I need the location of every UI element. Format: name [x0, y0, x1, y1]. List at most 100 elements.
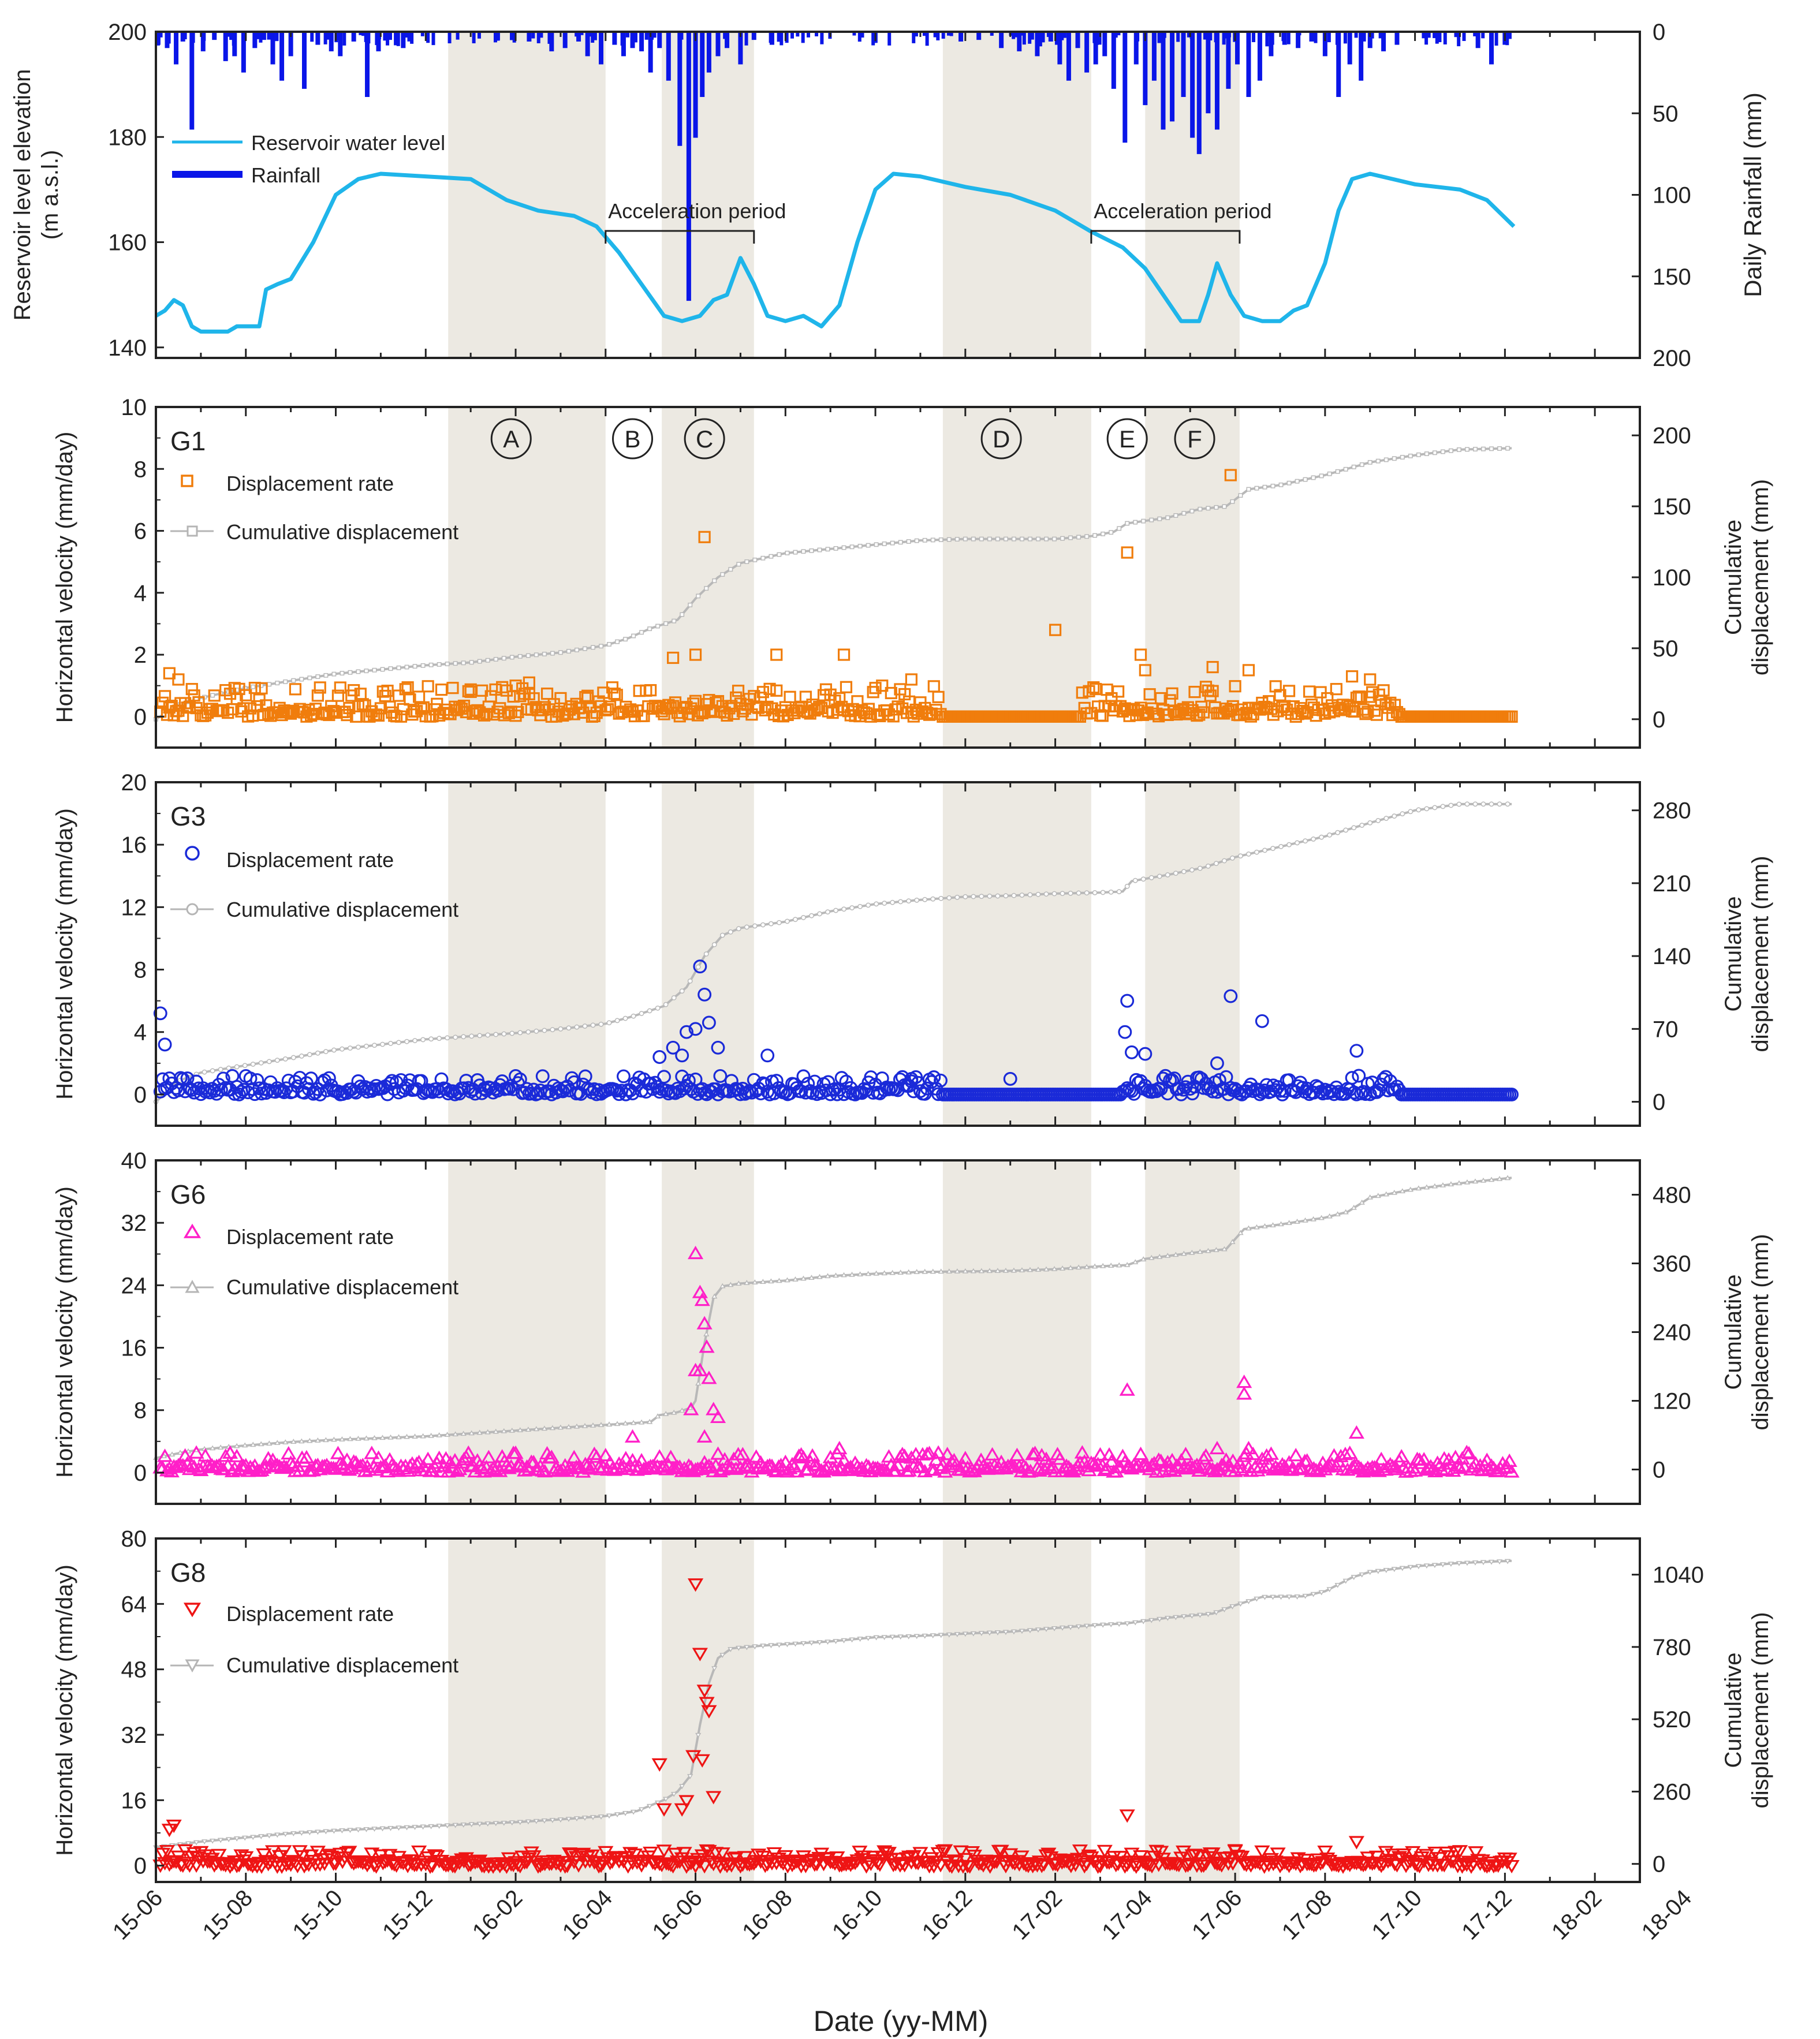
rainfall-bar [1443, 32, 1447, 44]
rainfall-bar [232, 32, 236, 46]
cumulative-point [1181, 869, 1187, 875]
cumulative-point [437, 662, 442, 667]
cumulative-point [1496, 1175, 1503, 1181]
cumulative-point [769, 554, 774, 559]
cumulative-point [784, 918, 790, 924]
rate-point [921, 1446, 938, 1459]
cumulative-point [209, 1445, 216, 1451]
cumulative-point [1400, 455, 1405, 460]
right-tick-label: 260 [1653, 1779, 1691, 1805]
rate-point [566, 1450, 582, 1463]
left-tick-label: 8 [134, 958, 147, 983]
right-tick-label: 1040 [1653, 1563, 1704, 1588]
cumulative-point [372, 1043, 377, 1048]
rate-point [687, 1245, 704, 1260]
cumulative-point [340, 671, 345, 676]
rainfall-bar [1092, 32, 1097, 43]
cumulative-point [371, 1827, 378, 1832]
cumulative-point [1132, 1620, 1139, 1626]
rate-point [1377, 684, 1390, 697]
rate-point [512, 705, 524, 718]
rate-point [271, 1850, 288, 1864]
rate-point [1270, 1847, 1286, 1861]
acceleration-label-1: Acceleration period [608, 199, 786, 223]
cumulative-point [1035, 891, 1041, 897]
rainfall-bar [949, 32, 953, 36]
cumulative-point [695, 964, 701, 970]
rate-point [386, 1858, 402, 1872]
rainfall-bar [693, 32, 698, 138]
right-tick-label: 0 [1653, 1852, 1665, 1877]
rate-point [1119, 1382, 1135, 1396]
rate-point [292, 1463, 308, 1477]
cumulative-point [817, 911, 822, 917]
rainfall-bar [1367, 32, 1373, 48]
cumulative-point [1464, 1179, 1471, 1185]
right-axis-label-line2: displacement (mm) [1748, 856, 1773, 1052]
panel-frame-4 [155, 1159, 1641, 1505]
cumulative-point [1084, 534, 1090, 539]
rate-point [714, 1847, 730, 1861]
rate-point [1153, 1846, 1169, 1859]
rate-point [1049, 623, 1062, 636]
cumulative-point [468, 1822, 475, 1828]
data-layer [152, 32, 1520, 1874]
cumulative-point [1092, 533, 1098, 538]
cumulative-point [1148, 875, 1154, 880]
cumulative-point [1229, 855, 1235, 861]
rate-point [229, 1448, 245, 1462]
cumulative-point [1270, 483, 1276, 488]
cumulative-point [1342, 1578, 1349, 1584]
rate-point [656, 1844, 672, 1858]
rate-point [372, 709, 385, 722]
rate-point [1436, 1859, 1452, 1873]
cumulative-point [266, 1833, 273, 1839]
cumulative-point [800, 1275, 807, 1281]
cumulative-point [1432, 805, 1438, 811]
rate-point [1386, 1858, 1403, 1872]
cumulative-point [445, 662, 450, 667]
cumulative-point [1375, 1569, 1381, 1574]
cumulative-point [646, 1803, 653, 1809]
cumulative-point [672, 618, 677, 623]
rate-point [1125, 1045, 1139, 1059]
cumulative-point [1092, 890, 1098, 895]
rate-point [186, 1847, 202, 1861]
rainfall-bar [1359, 32, 1364, 81]
left-tick-label: 140 [108, 335, 147, 361]
right-tick-label: 100 [1653, 565, 1691, 591]
cumulative-point [703, 1331, 710, 1336]
cumulative-point [922, 1268, 928, 1274]
rate-point [184, 1458, 200, 1472]
cumulative-point [1060, 536, 1065, 541]
cumulative-point [1230, 499, 1235, 504]
rainfall-bar [426, 32, 430, 43]
rate-point [890, 1853, 906, 1866]
cumulative-point [922, 537, 927, 543]
cumulative-point [622, 1420, 629, 1426]
rate-point [404, 1857, 420, 1871]
cumulative-point [882, 542, 887, 546]
rainfall-bar [1143, 32, 1148, 106]
cumulative-point [1036, 536, 1040, 542]
cumulative-point [469, 660, 474, 665]
rainfall-bar [1314, 32, 1318, 43]
rate-point [748, 1449, 764, 1463]
cumulative-point [1091, 1263, 1098, 1269]
rate-point [232, 1087, 247, 1101]
cumulative-point [428, 1824, 434, 1829]
legend-g6-rate-marker [183, 1223, 202, 1238]
cumulative-point [857, 1637, 863, 1642]
cumulative-point [234, 1836, 240, 1842]
cumulative-point [946, 1268, 952, 1274]
rainfall-bar [365, 32, 370, 97]
cumulative-point [412, 1825, 418, 1830]
rainfall-bar [378, 32, 382, 40]
rate-point [502, 707, 515, 719]
cumulative-point [1165, 515, 1170, 520]
rate-point [1087, 681, 1100, 694]
cumulative-point [1375, 458, 1381, 464]
rate-point [253, 1860, 270, 1874]
rate-point [877, 1845, 893, 1859]
right-axis-label-line1: Cumulative [1721, 1652, 1746, 1768]
